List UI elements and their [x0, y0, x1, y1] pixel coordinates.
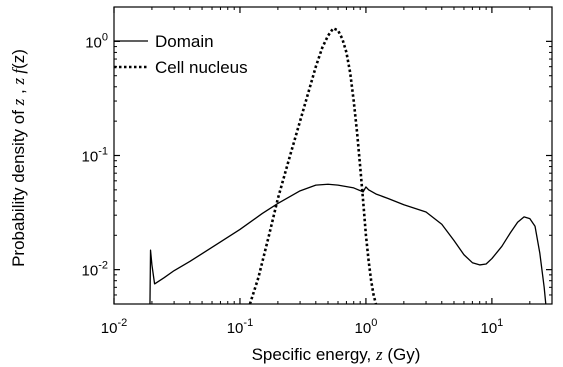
x-tick-label: 10-1 — [227, 317, 253, 337]
legend-label-cell-nucleus: Cell nucleus — [155, 58, 248, 77]
x-axis-label: Specific energy, z (Gy) — [252, 345, 421, 364]
x-axis-label-prefix: Specific energy, — [252, 345, 376, 364]
major-tick-layer: 10-2 10-1 100 101 10-2 10-1 100 — [82, 7, 552, 337]
y-tick-label: 100 — [85, 31, 108, 51]
series-line-cell-nucleus — [248, 27, 378, 304]
y-axis-label-var2: z f — [9, 67, 28, 86]
minor-tick-layer — [114, 7, 552, 304]
x-axis-label-suffix: (Gy) — [383, 345, 421, 364]
x-tick-label: 101 — [480, 317, 503, 337]
series-layer — [149, 27, 547, 304]
plot-frame — [113, 6, 553, 305]
legend-label-domain: Domain — [155, 32, 214, 51]
y-tick-label: 10-1 — [82, 146, 108, 166]
y-axis-label-var3: (z) — [9, 49, 28, 69]
legend: Domain Cell nucleus — [114, 32, 248, 77]
y-axis-label-prefix: Probability density of — [9, 105, 28, 267]
y-tick-label: 10-2 — [82, 260, 108, 280]
x-axis-label-var: z — [375, 345, 383, 364]
series-line-domain — [149, 183, 547, 304]
x-tick-label: 10-2 — [101, 317, 127, 337]
y-axis-label: Probability density of z , z f(z) — [9, 49, 28, 267]
y-axis-label-var1: z — [9, 98, 28, 106]
x-tick-label: 100 — [355, 317, 378, 337]
y-axis-label-sep: , — [9, 85, 28, 99]
